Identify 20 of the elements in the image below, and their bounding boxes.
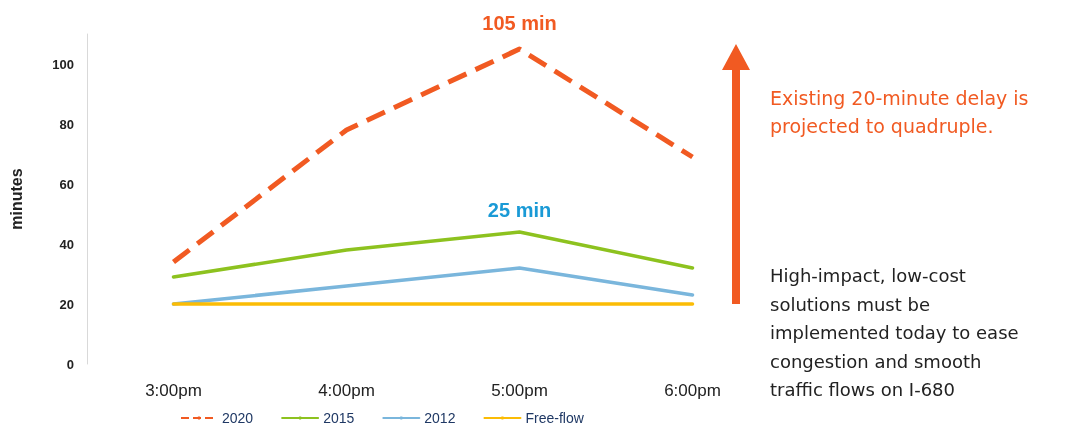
annotation: 25 min xyxy=(487,199,552,221)
y-tick-label: 40 xyxy=(59,236,74,252)
line-series xyxy=(171,230,695,279)
y-axis-title: minutes xyxy=(7,168,25,230)
y-tick-label: 20 xyxy=(59,296,74,312)
legend-label: 2020 xyxy=(222,410,254,426)
legend-label: 2012 xyxy=(424,410,456,426)
x-tick-label: 3:00pm xyxy=(145,381,202,400)
legend-label: Free-flow xyxy=(525,410,585,426)
y-tick-label: 0 xyxy=(66,356,74,372)
x-tick-label: 5:00pm xyxy=(491,381,548,400)
annotation: Existing 20-minute delay is projected to quadruple. xyxy=(770,86,1030,139)
legend-label: 2015 xyxy=(323,410,355,426)
annotation: High-impact, low-cost solutions must be implemented today to ease congestion and smooth traffic flows on I-680 xyxy=(770,264,1020,402)
y-tick-label: 80 xyxy=(59,116,74,132)
x-tick-label: 6:00pm xyxy=(664,381,721,400)
annotation: 105 min xyxy=(482,12,557,34)
y-tick-label: 100 xyxy=(52,56,74,72)
x-tick-label: 4:00pm xyxy=(318,381,375,400)
y-tick-label: 60 xyxy=(59,176,74,192)
